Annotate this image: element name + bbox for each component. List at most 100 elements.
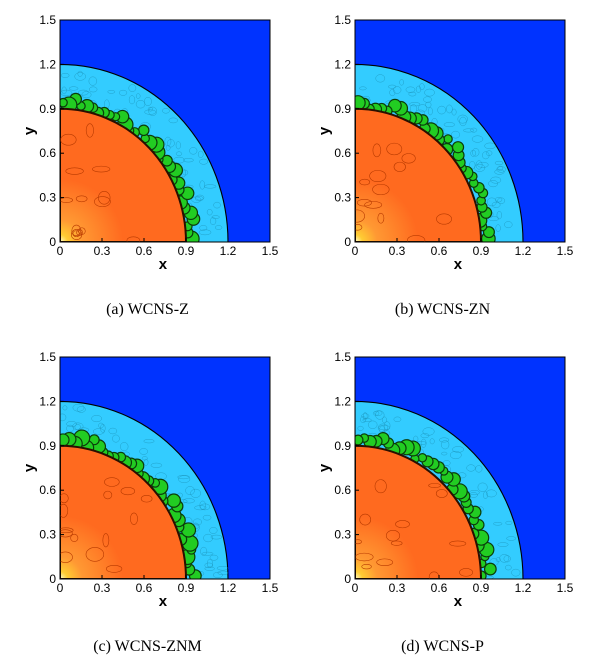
mixing-blob — [60, 97, 68, 108]
y-tick-label: 0.9 — [39, 102, 56, 116]
contour-line — [191, 196, 202, 203]
x-axis-label: x — [454, 593, 463, 610]
contour-line — [75, 195, 88, 203]
contour-plot-a: 0 0.3 0.6 0.9 1.2 1.5 0 0.3 0.6 0.9 1.2 1.5 x y — [21, 13, 279, 273]
contour-line — [386, 142, 403, 156]
contour-line — [98, 422, 104, 429]
y-tick-label: 0.6 — [39, 146, 56, 160]
contour-line — [74, 423, 81, 431]
y-tick-label: 0 — [344, 235, 351, 249]
contour-line — [148, 106, 157, 117]
y-tick-label: 0.3 — [39, 191, 56, 205]
panel-a: 0 0.3 0.6 0.9 1.2 1.5 0 0.3 0.6 0.9 1.2 1.5 x y (a) WC… — [0, 0, 295, 334]
contour-line — [175, 141, 181, 150]
contour-line — [60, 413, 67, 422]
contour-line — [374, 410, 383, 416]
contour-line — [182, 498, 195, 504]
panel-caption: (d) WCNS-P — [401, 638, 484, 655]
contour-line — [139, 448, 148, 455]
contour-line — [204, 562, 214, 569]
contour-line — [374, 479, 387, 494]
contour-line — [72, 403, 85, 412]
contour-line — [425, 101, 432, 108]
contour-line — [417, 104, 428, 113]
contour-line — [185, 486, 195, 496]
contour-line — [60, 527, 74, 534]
contour-line — [475, 160, 483, 170]
contour-line — [470, 127, 478, 133]
contour-line — [419, 83, 425, 91]
contour-line — [197, 150, 204, 158]
contour-line — [376, 558, 394, 566]
contour-line — [382, 416, 387, 424]
contour-line — [119, 89, 128, 96]
contour-line — [162, 108, 170, 114]
contour-line — [393, 161, 406, 172]
contour-line — [60, 493, 69, 504]
x-tick-label: 0.9 — [473, 244, 490, 258]
y-tick-label: 0.6 — [334, 146, 351, 160]
contour-line — [120, 487, 136, 496]
contour-line — [120, 442, 129, 452]
contour-line — [203, 184, 217, 189]
contour-line — [355, 224, 363, 231]
y-tick-label: 0.3 — [334, 191, 351, 205]
y-tick-label: 0 — [49, 572, 56, 586]
inner-gas-region — [60, 444, 188, 579]
x-tick-label: 1.2 — [220, 244, 237, 258]
panel-d: 0 0.3 0.6 0.9 1.2 1.5 0 0.3 0.6 0.9 1.2 1.5 x y (d) WC… — [295, 337, 590, 671]
x-tick-label: 0.3 — [94, 244, 111, 258]
contour-line — [213, 201, 221, 209]
mixing-blob — [166, 493, 181, 508]
contour-plot-d: 0 0.3 0.6 0.9 1.2 1.5 0 0.3 0.6 0.9 1.2 1.5 x y — [316, 350, 574, 610]
contour-line — [401, 153, 416, 164]
contour-line — [61, 86, 67, 95]
contour-line — [360, 416, 366, 423]
contour-line — [408, 91, 417, 97]
contour-line — [449, 450, 462, 460]
contour-line — [511, 568, 521, 577]
x-tick-label: 0.9 — [178, 244, 195, 258]
contour-line — [81, 91, 92, 99]
contour-line — [195, 194, 205, 201]
contour-line — [389, 89, 396, 97]
contour-line — [477, 482, 488, 492]
mixing-blob — [355, 95, 366, 111]
contour-line — [210, 534, 223, 540]
contour-line — [68, 86, 79, 91]
contour-line — [201, 551, 214, 556]
contour-line — [194, 505, 207, 511]
contour-line — [98, 190, 111, 205]
contour-line — [204, 566, 215, 571]
contour-line — [429, 438, 435, 445]
y-tick-label: 1.2 — [39, 394, 56, 408]
contour-line — [91, 415, 102, 423]
contour-line — [355, 209, 365, 223]
contour-line — [470, 149, 477, 157]
contour-line — [62, 405, 68, 411]
contour-line — [355, 539, 362, 545]
x-axis-label: x — [454, 256, 463, 273]
contour-line — [202, 514, 212, 521]
contour-line — [415, 85, 422, 93]
contour-line — [143, 439, 155, 444]
contour-line — [100, 423, 106, 433]
contour-line — [130, 512, 138, 525]
contour-line — [203, 533, 213, 543]
contour-line — [103, 490, 113, 500]
contour-line — [164, 136, 172, 147]
contour-line — [94, 196, 111, 208]
contour-line — [209, 527, 218, 534]
mixing-blob — [417, 453, 428, 463]
inner-gas-region — [355, 444, 483, 579]
x-axis-label: x — [159, 256, 168, 273]
contour-line — [66, 421, 77, 427]
contour-line — [472, 148, 480, 157]
contour-line — [466, 464, 476, 472]
contour-line — [497, 165, 504, 172]
contour-line — [459, 568, 474, 577]
contour-line — [60, 133, 77, 146]
mixing-blob — [443, 134, 453, 144]
contour-line — [106, 564, 123, 573]
y-tick-label: 0.3 — [39, 528, 56, 542]
